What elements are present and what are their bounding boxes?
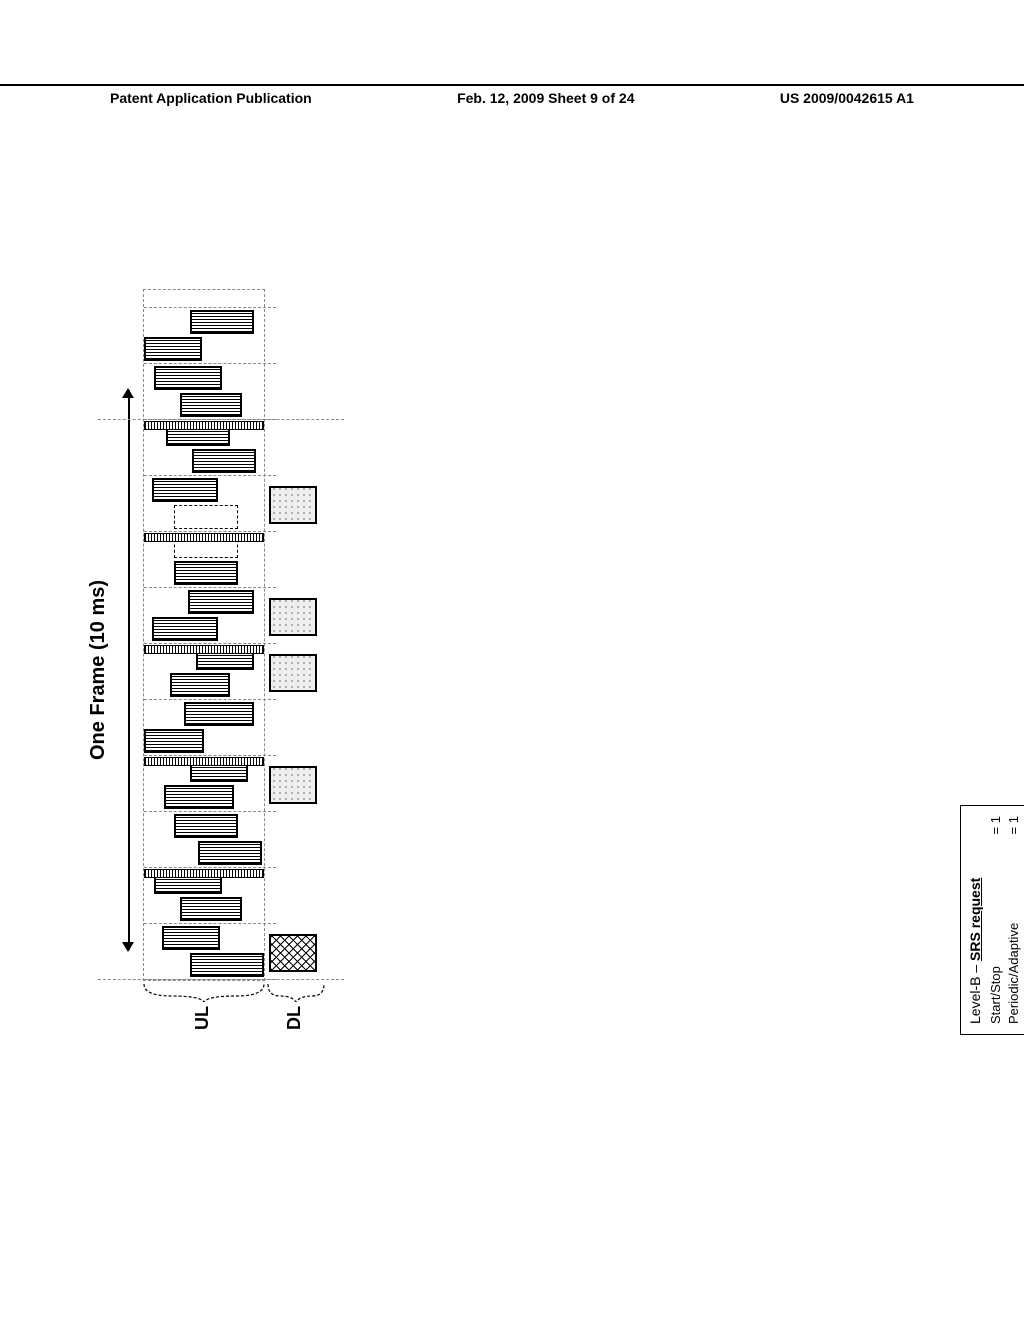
ul-data-block [170,673,230,697]
srs-symbol-slot [144,421,264,430]
dl-srs-request-block [269,934,317,972]
subframe-divider [144,643,276,644]
timing-grid: UL DL [144,290,354,1050]
subframe-divider [144,755,276,756]
ul-data-block [174,814,238,838]
dl-control-block [269,486,317,524]
ul-data-block [188,590,254,614]
ul-data-block [192,449,256,473]
ul-data-block [180,393,242,417]
ul-dashed-block [174,505,238,529]
legend-row: Periodic/Adaptive= 1 [1005,816,1023,1024]
legend-box: Level-B – SRS request Start/Stop= 1Perio… [960,805,1024,1035]
ul-data-block [152,617,218,641]
legend-row: Start/Stop= 1 [987,816,1005,1024]
figure-content: One Frame (10 ms) UL DL 512 Level-B – SR… [87,245,937,1095]
ul-data-block [190,953,264,977]
subframe-divider [144,923,276,924]
ul-brace [142,982,266,1002]
subframe-divider [144,363,276,364]
ul-data-block [154,366,222,390]
ul-data-block [190,310,254,334]
frame-arrow [118,390,138,950]
ul-data-block [180,897,242,921]
ul-band [144,290,264,980]
ul-data-block [184,702,254,726]
dl-control-block [269,654,317,692]
ul-data-block [162,926,220,950]
subframe-divider [144,531,276,532]
header-right: US 2009/0042615 A1 [780,90,914,106]
ul-data-block [152,478,218,502]
subframe-divider [144,587,276,588]
ul-data-block [144,337,202,361]
dl-label: DL [284,1006,305,1030]
legend-title: Level-B – SRS request [967,816,983,1024]
srs-symbol-slot [144,533,264,542]
ul-data-block [174,561,238,585]
ul-label: UL [192,1006,213,1030]
subframe-divider [144,699,276,700]
dl-control-block [269,766,317,804]
srs-symbol-slot [144,869,264,878]
ul-data-block [198,841,262,865]
ul-data-block [144,729,204,753]
subframe-divider [144,475,276,476]
dl-brace [266,982,326,1002]
srs-symbol-slot [144,645,264,654]
header-center: Feb. 12, 2009 Sheet 9 of 24 [457,90,634,106]
subframe-divider [144,811,276,812]
frame-label: One Frame (10 ms) [87,245,110,1095]
srs-symbol-slot [144,757,264,766]
page-header: Patent Application Publication Feb. 12, … [0,84,1024,106]
subframe-divider [144,307,276,308]
header-left: Patent Application Publication [110,90,312,106]
dl-band [269,290,324,980]
dl-control-block [269,598,317,636]
subframe-divider [144,979,276,980]
subframe-divider [144,867,276,868]
ul-data-block [164,785,234,809]
subframe-divider [144,419,276,420]
